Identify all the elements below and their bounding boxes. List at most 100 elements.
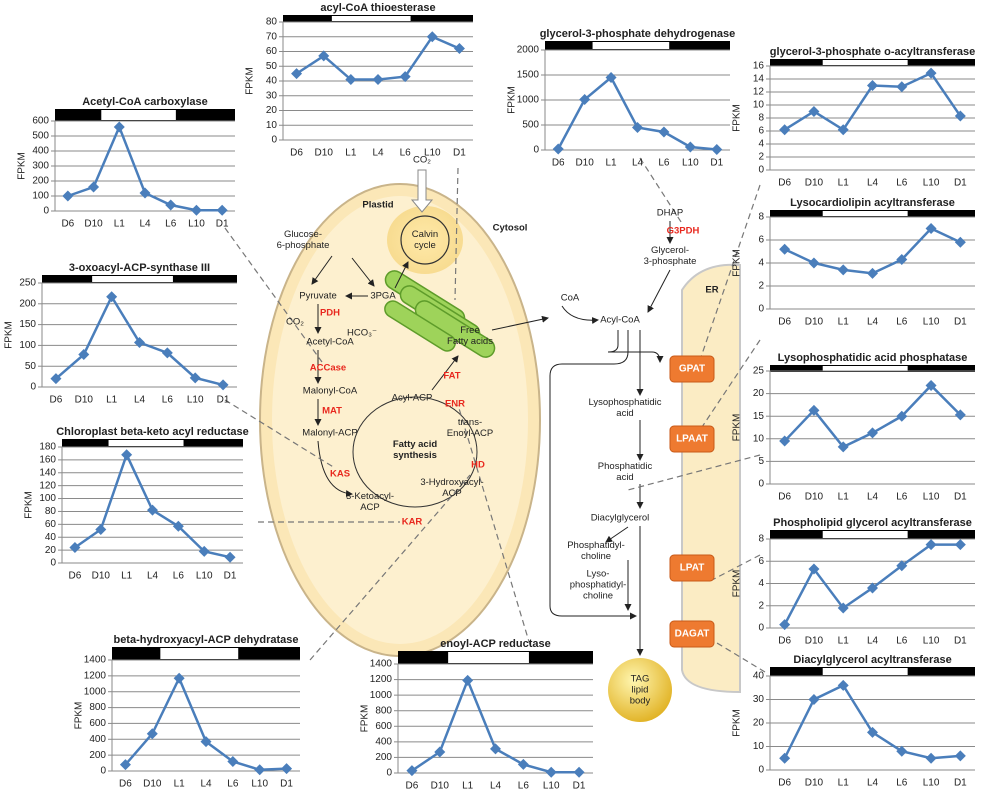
y-tick-label: 2: [758, 152, 764, 163]
pathway-label: Glucose-: [284, 229, 322, 240]
data-point: [217, 379, 229, 391]
y-tick-label: 50: [25, 361, 37, 372]
x-tick-label: L1: [838, 178, 850, 189]
data-point: [808, 257, 820, 269]
y-tick-label: 120: [39, 480, 56, 491]
pathway-label: CO₂: [413, 155, 431, 166]
light-bar: [108, 440, 184, 446]
data-point: [106, 291, 118, 303]
data-point: [867, 582, 878, 594]
fas-cycle: [352, 396, 478, 508]
y-tick-label: 50: [266, 61, 278, 72]
pathway-label: phosphatidyl-: [570, 580, 627, 591]
arrow: [605, 526, 629, 543]
enzyme-label: LPAT: [680, 563, 705, 574]
y-tick-label: 100: [39, 493, 56, 504]
data-point: [146, 728, 158, 740]
data-point: [147, 504, 158, 516]
y-tick-label: 1000: [517, 95, 540, 106]
x-tick-label: L4: [134, 395, 146, 406]
light-bar: [160, 648, 239, 659]
chart-title: Chloroplast beta-keto acyl reductase: [56, 426, 249, 438]
data-point: [808, 106, 820, 117]
x-tick-label: L1: [838, 317, 850, 328]
x-tick-label: D6: [778, 778, 791, 789]
x-tick-label: D10: [315, 148, 334, 159]
data-line: [784, 226, 961, 275]
arrow: [394, 261, 409, 289]
chart: Diacylglycerol acyltransferase 0 10 20 30 40 F…: [732, 654, 975, 789]
x-tick-label: L1: [345, 148, 357, 159]
y-tick-label: 6: [758, 235, 764, 246]
y-tick-label: 40: [753, 671, 765, 682]
pathway-label: Fatty acids: [447, 336, 493, 347]
pathway-label: acid: [616, 408, 633, 419]
y-tick-label: 8: [758, 113, 764, 124]
y-tick-label: 15: [753, 411, 765, 422]
pathway-label: Cytosol: [493, 223, 528, 234]
light-bar: [101, 110, 176, 120]
chart-title: enoyl-ACP reductase: [440, 638, 550, 650]
x-tick-label: L6: [896, 636, 908, 647]
data-point: [281, 763, 293, 775]
data-point: [69, 542, 81, 554]
x-tick-label: L4: [372, 148, 384, 159]
x-tick-label: L1: [462, 781, 474, 792]
y-tick-label: 0: [758, 304, 764, 315]
data-point: [837, 264, 849, 276]
data-point: [658, 126, 670, 138]
data-point: [216, 204, 228, 216]
y-tick-label: 4: [758, 258, 764, 269]
pathway-label: CoA: [561, 293, 580, 304]
data-point: [867, 267, 878, 279]
x-tick-label: L1: [106, 395, 118, 406]
x-tick-label: D6: [778, 317, 791, 328]
y-tick-label: 10: [753, 100, 765, 111]
x-tick-label: D10: [75, 395, 94, 406]
data-point: [605, 72, 617, 83]
x-tick-label: L6: [896, 317, 908, 328]
data-point: [50, 373, 62, 385]
arrow: [311, 255, 333, 285]
pathway-label: Malonyl-ACP: [302, 428, 357, 439]
data-point: [165, 199, 177, 211]
x-tick-label: L6: [658, 158, 670, 169]
x-tick-label: L4: [490, 781, 502, 792]
data-point: [896, 254, 908, 266]
x-tick-label: D1: [954, 778, 967, 789]
chart-title: 3-oxoacyl-ACP-synthase III: [69, 262, 210, 274]
y-axis-label: FPKM: [245, 67, 256, 95]
data-point: [896, 81, 908, 93]
x-tick-label: L10: [923, 492, 940, 503]
x-tick-label: L10: [196, 571, 213, 582]
data-point: [200, 736, 212, 748]
y-axis-label: FPKM: [4, 321, 15, 349]
data-point: [684, 141, 696, 153]
pathway-label: trans-: [458, 417, 482, 428]
y-tick-label: 10: [266, 120, 278, 131]
x-tick-label: L6: [518, 781, 530, 792]
data-point: [161, 347, 173, 359]
pathway-label: CO₂: [286, 317, 304, 328]
y-tick-label: 70: [266, 31, 278, 42]
y-tick-label: 0: [758, 479, 764, 490]
y-tick-label: 2000: [517, 45, 540, 56]
y-tick-label: 2: [758, 281, 764, 292]
data-point: [189, 372, 201, 384]
calvin-area: [387, 206, 463, 274]
data-point: [62, 190, 74, 202]
connector: [457, 404, 531, 646]
x-tick-label: L4: [147, 571, 159, 582]
x-tick-label: L1: [606, 158, 618, 169]
y-tick-label: 80: [266, 17, 278, 28]
data-point: [345, 74, 357, 86]
y-tick-label: 400: [32, 146, 49, 157]
data-point: [837, 679, 849, 691]
pathway-label: cycle: [414, 240, 436, 251]
data-point: [954, 409, 966, 421]
pathway-label: body: [630, 696, 651, 707]
y-tick-label: 500: [522, 120, 539, 131]
connectors: [224, 157, 766, 673]
y-tick-label: 1400: [370, 659, 393, 670]
x-tick-label: L1: [838, 636, 850, 647]
